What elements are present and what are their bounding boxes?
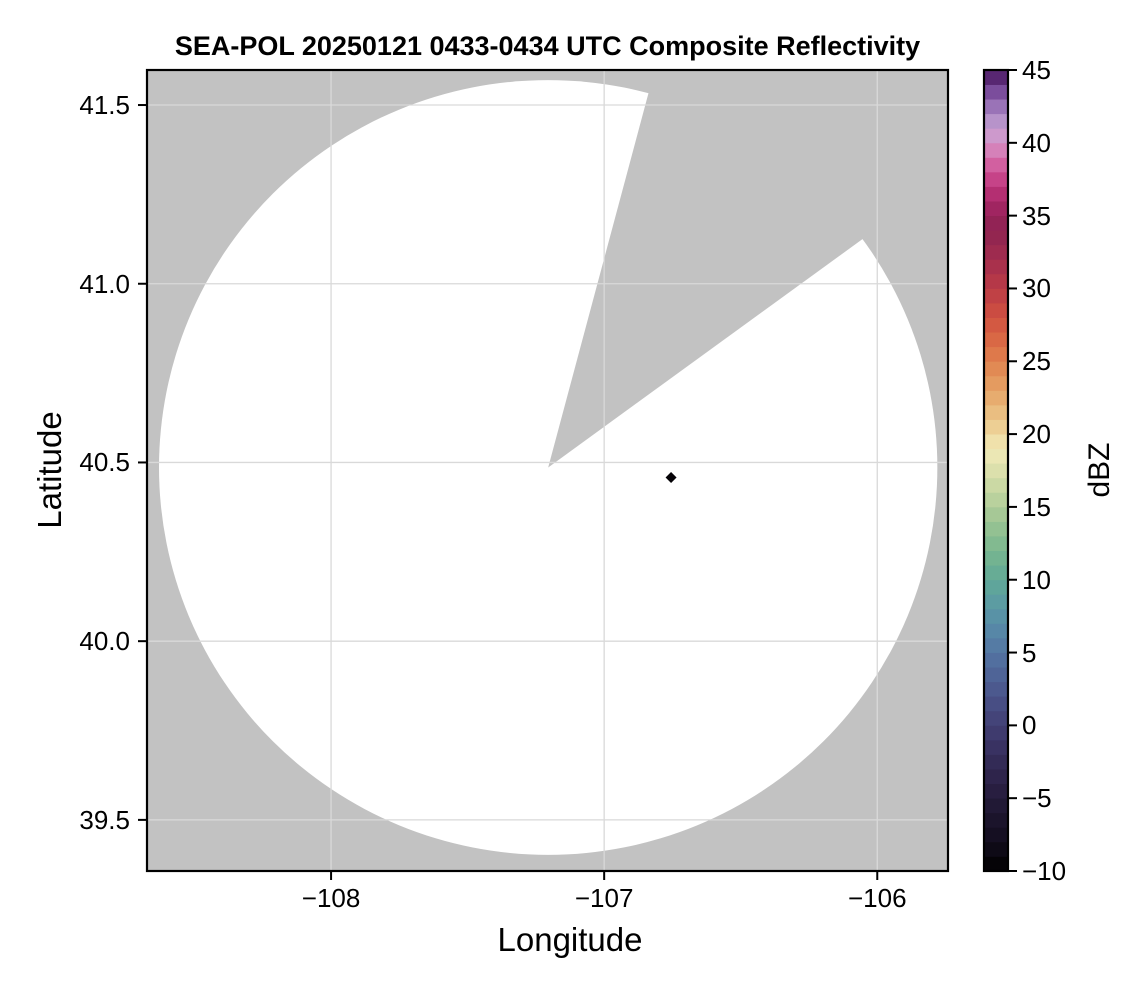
colorbar-tick-label: −10 (1022, 856, 1067, 886)
axes-border (145, 68, 950, 873)
colorbar-tick-label: 45 (1022, 55, 1051, 85)
y-tick-label: 39.5 (79, 804, 130, 835)
colorbar-tick-marks (1008, 69, 1017, 872)
colorbar-tick-label: 0 (1022, 710, 1037, 741)
colorbar-tick-label: 25 (1022, 346, 1051, 377)
x-tick-label: −108 (301, 883, 361, 913)
y-tick-label: 40.0 (79, 626, 130, 657)
y-tick-label: 41.0 (79, 268, 130, 299)
x-tick-label: −106 (847, 883, 907, 913)
colorbar-tick-label: 30 (1022, 273, 1051, 304)
axis-tick-marks (138, 104, 879, 880)
echo-point-marker (665, 471, 677, 483)
colorbar-label: dBZ (1083, 442, 1116, 498)
colorbar-tick-label: 35 (1022, 200, 1051, 231)
chart-title: SEA-POL 20250121 0433-0434 UTC Composite… (174, 31, 921, 61)
colorbar-tick-label: 20 (1022, 419, 1051, 450)
colorbar-tick-label: −5 (1022, 783, 1052, 814)
colorbar-segments (984, 69, 1008, 872)
colorbar (982, 68, 1017, 873)
radar-plot (138, 68, 950, 880)
y-tick-label: 41.5 (79, 90, 130, 121)
colorbar-tick-label: 40 (1022, 127, 1051, 158)
x-tick-label: −107 (574, 883, 634, 913)
gridlines (147, 70, 948, 871)
colorbar-tick-label: 5 (1022, 637, 1037, 668)
blocked-sector-wedge (548, 70, 948, 468)
colorbar-tick-label: 15 (1022, 491, 1051, 522)
colorbar-tick-label: 10 (1022, 564, 1051, 595)
colorbar-border (982, 68, 1010, 873)
y-tick-label: 40.5 (79, 447, 130, 478)
x-axis-label: Longitude (497, 921, 643, 958)
